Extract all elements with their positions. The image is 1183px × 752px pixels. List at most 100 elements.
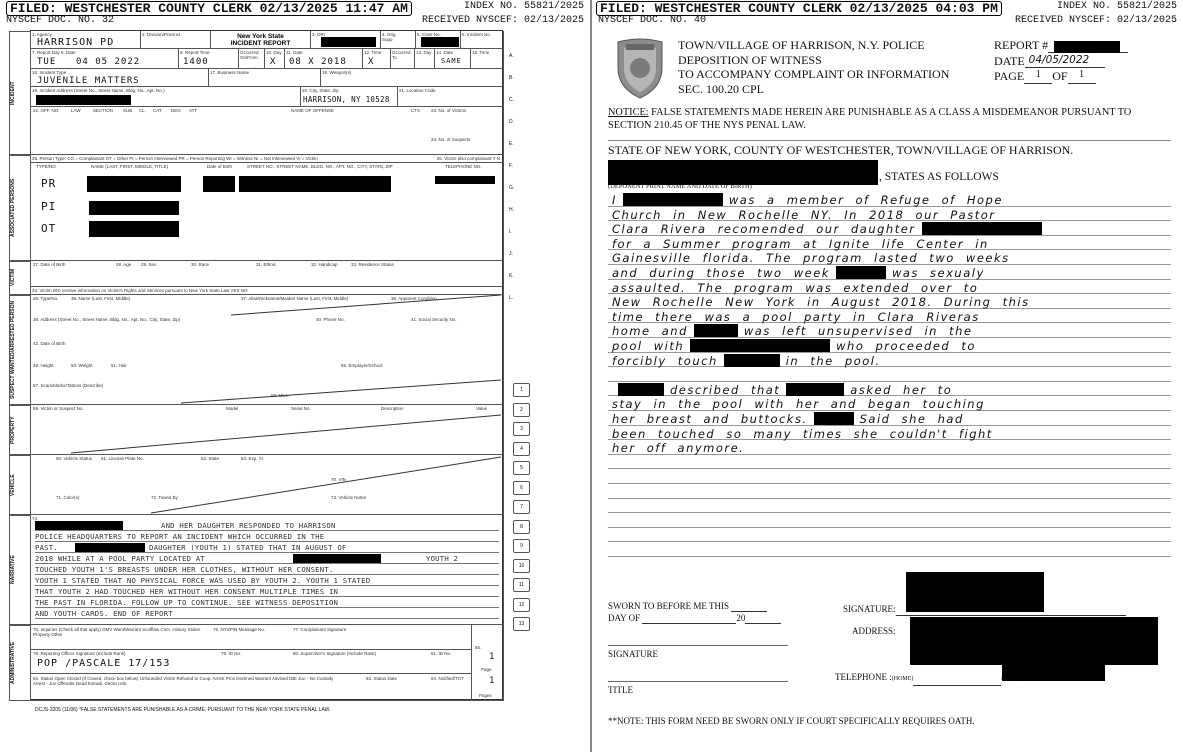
handwritten-text: Church in New Rochelle NY. In 2018 our P… xyxy=(612,207,996,222)
ruled-line xyxy=(608,382,1171,397)
row-number-box: 8 xyxy=(513,519,530,534)
associated-persons-table: TYPE/NO NAME (LAST, FIRST, MIDDLE, TITLE… xyxy=(31,163,504,261)
received-date: RECEIVED NYSCEF: 02/13/2025 xyxy=(1014,15,1177,26)
ruled-line xyxy=(608,469,1171,484)
ruled-line xyxy=(608,440,1171,455)
offense-table: 22. OFF. NO. LAW SECTION SUB CL CAT DEG … xyxy=(31,107,504,155)
ruled-line xyxy=(608,338,1171,353)
redaction xyxy=(89,221,179,237)
deponent-label: (DEPONENT PRINT NAME AND DATE OF BIRTH) xyxy=(608,183,752,190)
row-number-box: 7 xyxy=(513,500,530,514)
ruled-line xyxy=(608,294,1171,309)
statement-line: stay in the pool with her and began touc… xyxy=(612,397,985,411)
handwritten-text: was left unsupervised in the xyxy=(743,324,973,339)
telephone-field: TELEPHONE :(HOME)(WORK) xyxy=(835,670,1024,686)
occurred-to: Occurred To xyxy=(391,49,415,69)
oath-note: **NOTE: THIS FORM NEED BE SWORN ONLY IF … xyxy=(608,716,975,726)
business-name-field: 17. Business Name xyxy=(209,69,321,87)
handwritten-text: been touched so many times she couldn't … xyxy=(612,426,993,441)
ruled-line xyxy=(608,455,1171,470)
narrative-text: YOUTH 2 xyxy=(426,554,459,563)
ruled-line xyxy=(608,484,1171,499)
handwritten-text: who proceeded to xyxy=(836,339,976,353)
narrative-rule xyxy=(35,530,499,531)
page-divider xyxy=(590,0,592,752)
incident-report-form: 1. Agency HARRISON PD 2. Division/Precinc… xyxy=(9,30,530,701)
handwritten-text: her breast and buttocks. xyxy=(612,412,808,426)
narrative-rule xyxy=(35,574,499,575)
margin-letter: C. xyxy=(509,97,514,103)
margin-letter: G. xyxy=(509,185,515,191)
ruled-line xyxy=(608,309,1171,324)
handwritten-text: I xyxy=(612,193,617,207)
narrative-rule xyxy=(35,563,499,564)
redaction xyxy=(608,160,878,185)
statement-line: Church in New Rochelle NY. In 2018 our P… xyxy=(612,208,995,222)
handwritten-text: was sexualy xyxy=(891,266,985,280)
ruled-line xyxy=(608,411,1171,426)
ruled-line xyxy=(608,367,1171,382)
row-number-box: 12 xyxy=(513,597,530,612)
vehicle-section: 60. Vehicle Status 61. License Plate No.… xyxy=(31,455,504,515)
redaction xyxy=(321,37,376,47)
redaction xyxy=(435,176,495,184)
redaction xyxy=(723,353,780,367)
incident-report-page: FILED: WESTCHESTER COUNTY CLERK 02/13/20… xyxy=(0,0,590,752)
row-number-box: 10 xyxy=(513,558,530,573)
report-time-field: 9. Report Time 1400 xyxy=(179,49,239,69)
received-date: RECEIVED NYSCEF: 02/13/2025 xyxy=(421,15,584,26)
margin-letter: I. xyxy=(509,229,512,235)
incident-address-field: 19. Incident Address (Street No., Street… xyxy=(31,87,301,107)
ruled-line xyxy=(608,250,1171,265)
statement-line: for a Summer program at Ignite life Cent… xyxy=(612,237,989,251)
redaction xyxy=(35,521,123,530)
ori-field: 3. ORI xyxy=(311,31,381,49)
ruled-line xyxy=(608,396,1171,411)
redaction xyxy=(293,554,381,563)
margin-letter: H. xyxy=(509,207,514,213)
handwritten-text: for a Summer program at Ignite life Cent… xyxy=(612,236,989,251)
narrative-rule xyxy=(35,541,499,542)
agency-field: 1. Agency HARRISON PD xyxy=(31,31,141,49)
address-field: ADDRESS: xyxy=(852,626,896,636)
section-administrative: ADMINISTRATIVE xyxy=(9,625,31,701)
ruled-line xyxy=(608,353,1171,368)
time15-field: 15. Time xyxy=(471,49,504,69)
row-number-box: 3 xyxy=(513,422,530,436)
administrative-section: 75. Inquiries (Check all that apply) DMV… xyxy=(31,625,504,701)
ruled-line xyxy=(608,207,1171,222)
incident-number-field: 6. Incident No. xyxy=(461,31,504,49)
redaction xyxy=(87,176,181,192)
handwritten-text: and during those two week xyxy=(612,266,830,280)
row-number-box: 1 xyxy=(513,383,530,397)
statement-line: Clara Rivera recomended our daughter xyxy=(612,222,1048,236)
statement-line: her off anymore. xyxy=(612,441,744,455)
nyscef-doc-number: NYSCEF DOC. NO. 40 xyxy=(598,15,707,26)
narrative-rule xyxy=(35,618,499,619)
deposition-page: FILED: WESTCHESTER COUNTY CLERK 02/13/20… xyxy=(592,0,1183,752)
weapon-field: 18. Weapon(s) xyxy=(321,69,504,87)
narrative-rule xyxy=(35,585,499,586)
states-as-follows: , STATES AS FOLLOWS xyxy=(879,171,999,183)
victim-section: 27. Date of Birth 28. Age 29. Sex 30. Ra… xyxy=(31,261,504,287)
redaction xyxy=(36,95,131,105)
narrative-text: AND YOUTH CARDS. END OF REPORT xyxy=(35,609,173,618)
redaction xyxy=(618,382,664,396)
margin-letter: B. xyxy=(509,75,514,81)
row-number-box: 4 xyxy=(513,441,530,456)
statement-line: been touched so many times she couldn't … xyxy=(612,427,993,441)
handwritten-text: described that xyxy=(670,382,781,397)
narrative-section: 74. AND HER DAUGHTER RESPONDED TO HARRIS… xyxy=(31,515,504,625)
property-section: 59. Victim or Suspect No. Model Serial N… xyxy=(31,405,504,455)
handwritten-text: in the pool. xyxy=(785,353,881,368)
margin-letter: D. xyxy=(509,119,514,125)
row-number-box: 6 xyxy=(513,480,530,495)
location-code-field: 21. Location Code xyxy=(398,87,504,107)
handwritten-text: forcibly touch xyxy=(612,353,718,368)
narrative-text: DAUGHTER (YOUTH 1) STATED THAT IN AUGUST… xyxy=(149,543,347,552)
nyscef-doc-number: NYSCEF DOC. NO. 32 xyxy=(6,15,115,26)
margin-letter: A. xyxy=(509,53,514,59)
redaction xyxy=(622,193,723,206)
filed-stamp: FILED: WESTCHESTER COUNTY CLERK 02/13/20… xyxy=(596,1,1002,16)
